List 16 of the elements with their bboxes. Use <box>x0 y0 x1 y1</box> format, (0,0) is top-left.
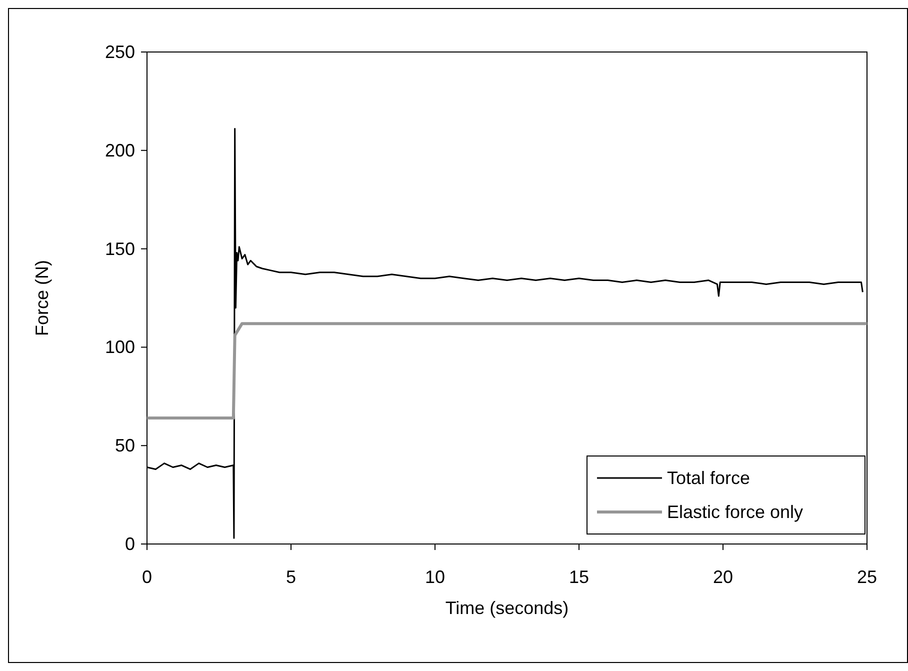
x-tick-label: 10 <box>424 567 446 587</box>
legend-label: Total force <box>667 468 750 488</box>
y-tick-label: 250 <box>104 42 135 62</box>
y-tick-label: 150 <box>104 238 135 259</box>
x-tick-label: 25 <box>856 567 878 587</box>
x-tick-label: 0 <box>142 567 152 587</box>
y-tick-label: 100 <box>104 337 135 358</box>
x-tick-label: 15 <box>568 567 590 587</box>
y-tick-label: 200 <box>104 140 135 160</box>
x-tick-label: 5 <box>286 567 296 587</box>
x-axis-title: Time (seconds) <box>445 598 569 618</box>
y-axis-title: Force (N) <box>32 260 52 336</box>
y-tick-label: 0 <box>124 534 135 554</box>
x-tick-label: 20 <box>712 567 734 587</box>
legend-label: Elastic force only <box>667 502 804 522</box>
y-tick-label: 50 <box>114 436 135 456</box>
